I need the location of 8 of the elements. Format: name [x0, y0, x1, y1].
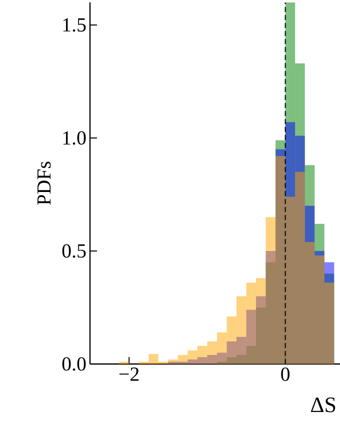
y-tick-label: 1.0 [63, 131, 86, 145]
x-axis-title: ΔS [311, 398, 336, 412]
y-tick-label: 0.0 [62, 357, 86, 371]
x-tick-label: −2 [119, 368, 139, 381]
y-axis-title: PDFs [37, 162, 51, 205]
y-tick-label: 1.5 [63, 18, 86, 32]
x-tick-label: 0 [281, 368, 290, 381]
y-tick-label: 0.5 [62, 244, 86, 258]
